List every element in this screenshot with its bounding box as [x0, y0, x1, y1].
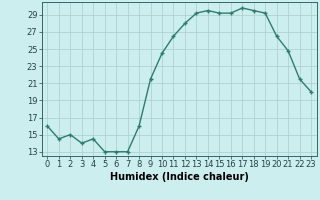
X-axis label: Humidex (Indice chaleur): Humidex (Indice chaleur) [110, 172, 249, 182]
